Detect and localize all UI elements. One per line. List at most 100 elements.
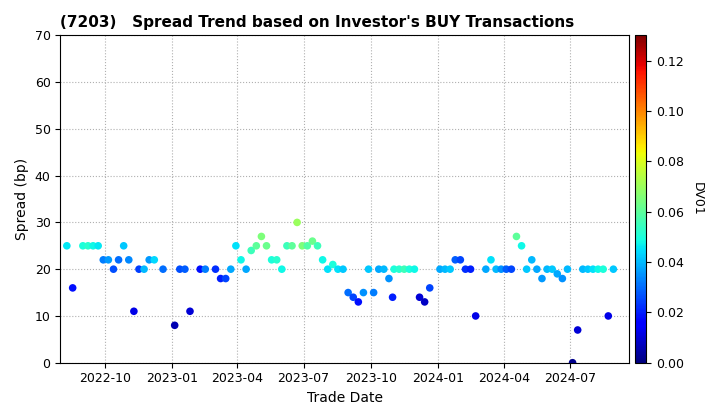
Point — [118, 242, 130, 249]
Point — [266, 257, 277, 263]
Point — [557, 275, 568, 282]
X-axis label: Trade Date: Trade Date — [307, 391, 383, 405]
Point — [97, 257, 109, 263]
Point — [434, 266, 446, 273]
Point — [414, 294, 426, 301]
Point — [292, 219, 303, 226]
Point — [128, 308, 140, 315]
Y-axis label: Spread (bp): Spread (bp) — [15, 158, 29, 240]
Point — [133, 266, 145, 273]
Point — [593, 266, 604, 273]
Point — [230, 242, 242, 249]
Point — [449, 257, 461, 263]
Point — [256, 233, 267, 240]
Point — [521, 266, 532, 273]
Point — [276, 266, 287, 273]
Point — [215, 275, 226, 282]
Point — [312, 242, 323, 249]
Point — [302, 242, 313, 249]
Point — [465, 266, 477, 273]
Point — [194, 266, 206, 273]
Point — [608, 266, 619, 273]
Point — [424, 284, 436, 291]
Point — [398, 266, 410, 273]
Point — [157, 266, 168, 273]
Point — [603, 312, 614, 319]
Point — [470, 312, 482, 319]
Point — [368, 289, 379, 296]
Point — [148, 257, 160, 263]
Point — [378, 266, 390, 273]
Point — [577, 266, 588, 273]
Point — [307, 238, 318, 244]
Text: (7203)   Spread Trend based on Investor's BUY Transactions: (7203) Spread Trend based on Investor's … — [60, 15, 575, 30]
Point — [526, 257, 538, 263]
Point — [490, 266, 502, 273]
Point — [322, 266, 333, 273]
Point — [138, 266, 150, 273]
Point — [67, 284, 78, 291]
Point — [516, 242, 527, 249]
Point — [210, 266, 221, 273]
Point — [409, 266, 420, 273]
Point — [459, 266, 471, 273]
Point — [388, 266, 400, 273]
Point — [240, 266, 252, 273]
Point — [108, 266, 120, 273]
Point — [169, 322, 181, 329]
Point — [337, 266, 348, 273]
Point — [567, 360, 578, 366]
Point — [588, 266, 599, 273]
Point — [261, 242, 272, 249]
Point — [251, 242, 262, 249]
Point — [536, 275, 548, 282]
Point — [174, 266, 186, 273]
Point — [235, 257, 247, 263]
Point — [485, 257, 497, 263]
Point — [343, 289, 354, 296]
Point — [297, 242, 308, 249]
Point — [281, 242, 292, 249]
Point — [327, 261, 338, 268]
Point — [444, 266, 456, 273]
Point — [562, 266, 573, 273]
Point — [383, 275, 395, 282]
Point — [541, 266, 553, 273]
Point — [82, 242, 94, 249]
Point — [393, 266, 405, 273]
Point — [87, 242, 99, 249]
Point — [317, 257, 328, 263]
Point — [348, 294, 359, 301]
Point — [61, 242, 73, 249]
Point — [572, 327, 583, 333]
Point — [113, 257, 125, 263]
Point — [387, 294, 398, 301]
Point — [92, 242, 104, 249]
Point — [510, 233, 522, 240]
Point — [358, 289, 369, 296]
Point — [103, 257, 114, 263]
Point — [353, 299, 364, 305]
Point — [225, 266, 237, 273]
Point — [179, 266, 191, 273]
Point — [373, 266, 384, 273]
Point — [271, 257, 282, 263]
Point — [454, 257, 466, 263]
Point — [199, 266, 211, 273]
Point — [246, 247, 257, 254]
Point — [143, 257, 155, 263]
Point — [546, 266, 558, 273]
Point — [531, 266, 543, 273]
Point — [582, 266, 594, 273]
Point — [123, 257, 135, 263]
Point — [480, 266, 492, 273]
Point — [220, 275, 231, 282]
Point — [505, 266, 517, 273]
Point — [598, 266, 609, 273]
Point — [332, 266, 343, 273]
Point — [184, 308, 196, 315]
Point — [419, 299, 431, 305]
Point — [363, 266, 374, 273]
Point — [287, 242, 298, 249]
Point — [495, 266, 507, 273]
